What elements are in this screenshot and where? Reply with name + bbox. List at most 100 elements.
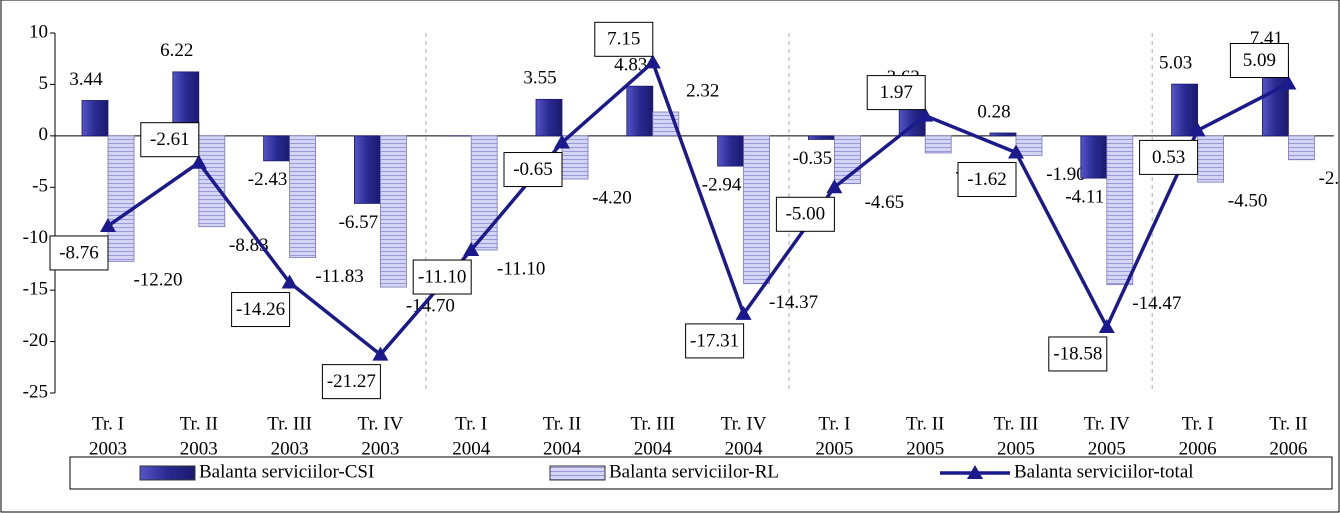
line-marker <box>372 346 389 361</box>
x-tick-label: Tr. III <box>267 413 312 434</box>
line-marker <box>1189 122 1206 137</box>
bar <box>989 132 1017 137</box>
line-value-label: -18.58 <box>1053 343 1102 364</box>
bar <box>924 135 952 154</box>
bar <box>263 135 291 162</box>
bar-value-label: -11.83 <box>315 266 363 287</box>
line-value-box <box>775 196 835 232</box>
line-value-label: 1.97 <box>880 82 913 103</box>
x-tick-label: 2005 <box>1088 438 1126 459</box>
x-tick-label: Tr. IV <box>1084 413 1130 434</box>
x-tick-label: 2004 <box>452 438 491 459</box>
bar <box>1080 135 1108 179</box>
line-value-label: -14.26 <box>236 299 285 320</box>
bar <box>1171 83 1198 137</box>
line <box>106 59 1290 358</box>
bar-value-label: 2.32 <box>686 80 719 101</box>
x-tick-label: Tr. I <box>1182 413 1214 434</box>
bar-value-label: -4.20 <box>592 187 632 208</box>
y-tick-label: -25 <box>23 381 48 402</box>
line-marker <box>190 154 207 169</box>
x-tick-label: Tr. I <box>455 413 487 434</box>
y-tick-label: -20 <box>23 330 48 351</box>
bar <box>107 135 135 262</box>
x-tick-label: Tr. IV <box>358 413 404 434</box>
line-value-box <box>957 162 1017 198</box>
line-value-label: 0.53 <box>1152 147 1185 168</box>
line-marker <box>281 274 298 289</box>
line-marker <box>463 242 480 257</box>
bar-value-label: -12.20 <box>133 270 182 291</box>
legend-label: Balanta serviciilor-CSI <box>199 461 374 482</box>
line-value-label: -5.00 <box>786 204 826 225</box>
line-marker <box>826 179 843 194</box>
bar-value-label: -4.65 <box>865 192 905 213</box>
legend-box <box>69 456 1333 490</box>
line-value-label: -2.61 <box>150 129 190 150</box>
legend-swatch <box>549 465 606 481</box>
line-value-label: -21.27 <box>327 371 376 392</box>
bar-value-label: -2.32 <box>1319 168 1340 189</box>
x-tick-label: Tr. III <box>630 413 675 434</box>
line-value-label: -8.76 <box>59 242 99 263</box>
x-tick-label: 2004 <box>725 438 764 459</box>
x-tick-label: 2005 <box>997 438 1035 459</box>
bar <box>470 135 498 251</box>
bar <box>535 98 563 137</box>
line-marker <box>735 305 752 320</box>
x-tick-label: Tr. I <box>818 413 850 434</box>
x-tick-label: 2003 <box>271 438 309 459</box>
x-tick-label: Tr. II <box>180 413 218 434</box>
bar <box>379 135 407 288</box>
line-value-box <box>412 259 472 295</box>
x-tick-label: Tr. II <box>906 413 944 434</box>
bar-value-label: -4.11 <box>1065 186 1104 207</box>
x-tick-label: 2004 <box>634 438 673 459</box>
bar-value-label: -6.57 <box>339 212 379 233</box>
legend-marker <box>967 465 983 479</box>
line-value-box <box>503 152 563 188</box>
line-value-box <box>594 21 654 57</box>
line-marker <box>554 134 570 149</box>
bar-value-label: 0.28 <box>977 101 1010 122</box>
y-tick-label: 10 <box>29 21 48 42</box>
line-value-label: 5.09 <box>1243 50 1276 71</box>
legend-label: Balanta serviciilor-total <box>1014 461 1194 482</box>
line-marker <box>100 217 116 232</box>
bar <box>1288 135 1315 161</box>
legend-label: Balanta serviciilor-RL <box>609 461 779 482</box>
legend-swatch <box>139 465 196 481</box>
x-tick-label: Tr. III <box>994 413 1039 434</box>
line-value-box <box>1229 43 1289 79</box>
bar-value-label: -2.43 <box>248 169 288 190</box>
line-value-label: -17.31 <box>690 330 739 351</box>
bar <box>81 100 109 137</box>
x-tick-label: Tr. IV <box>721 413 767 434</box>
line-value-box <box>49 235 109 271</box>
line-value-label: -1.62 <box>967 169 1007 190</box>
x-tick-label: 2005 <box>906 438 944 459</box>
y-tick-label: -10 <box>23 227 48 248</box>
bar-value-label: 5.03 <box>1159 52 1192 73</box>
x-tick-label: Tr. II <box>543 413 581 434</box>
bar-value-label: -1.90 <box>1046 164 1086 185</box>
bar <box>626 85 654 137</box>
bar <box>1197 135 1224 183</box>
x-tick-label: 2003 <box>180 438 218 459</box>
line-value-box <box>685 323 745 359</box>
line-value-box <box>1048 336 1108 372</box>
line-marker <box>1008 144 1024 159</box>
line-value-box <box>140 122 200 158</box>
bar <box>289 135 317 258</box>
line-value-box <box>866 75 926 111</box>
line-value-box <box>1139 139 1199 175</box>
bar-value-label: -0.35 <box>793 148 833 169</box>
bar-value-label: -4.50 <box>1228 191 1268 212</box>
line-marker <box>644 54 661 69</box>
bar-value-label: -2.94 <box>702 174 742 195</box>
line-marker <box>917 107 934 122</box>
bar-value-label: 4.83 <box>614 55 647 76</box>
line-value-label: -11.10 <box>418 266 466 287</box>
